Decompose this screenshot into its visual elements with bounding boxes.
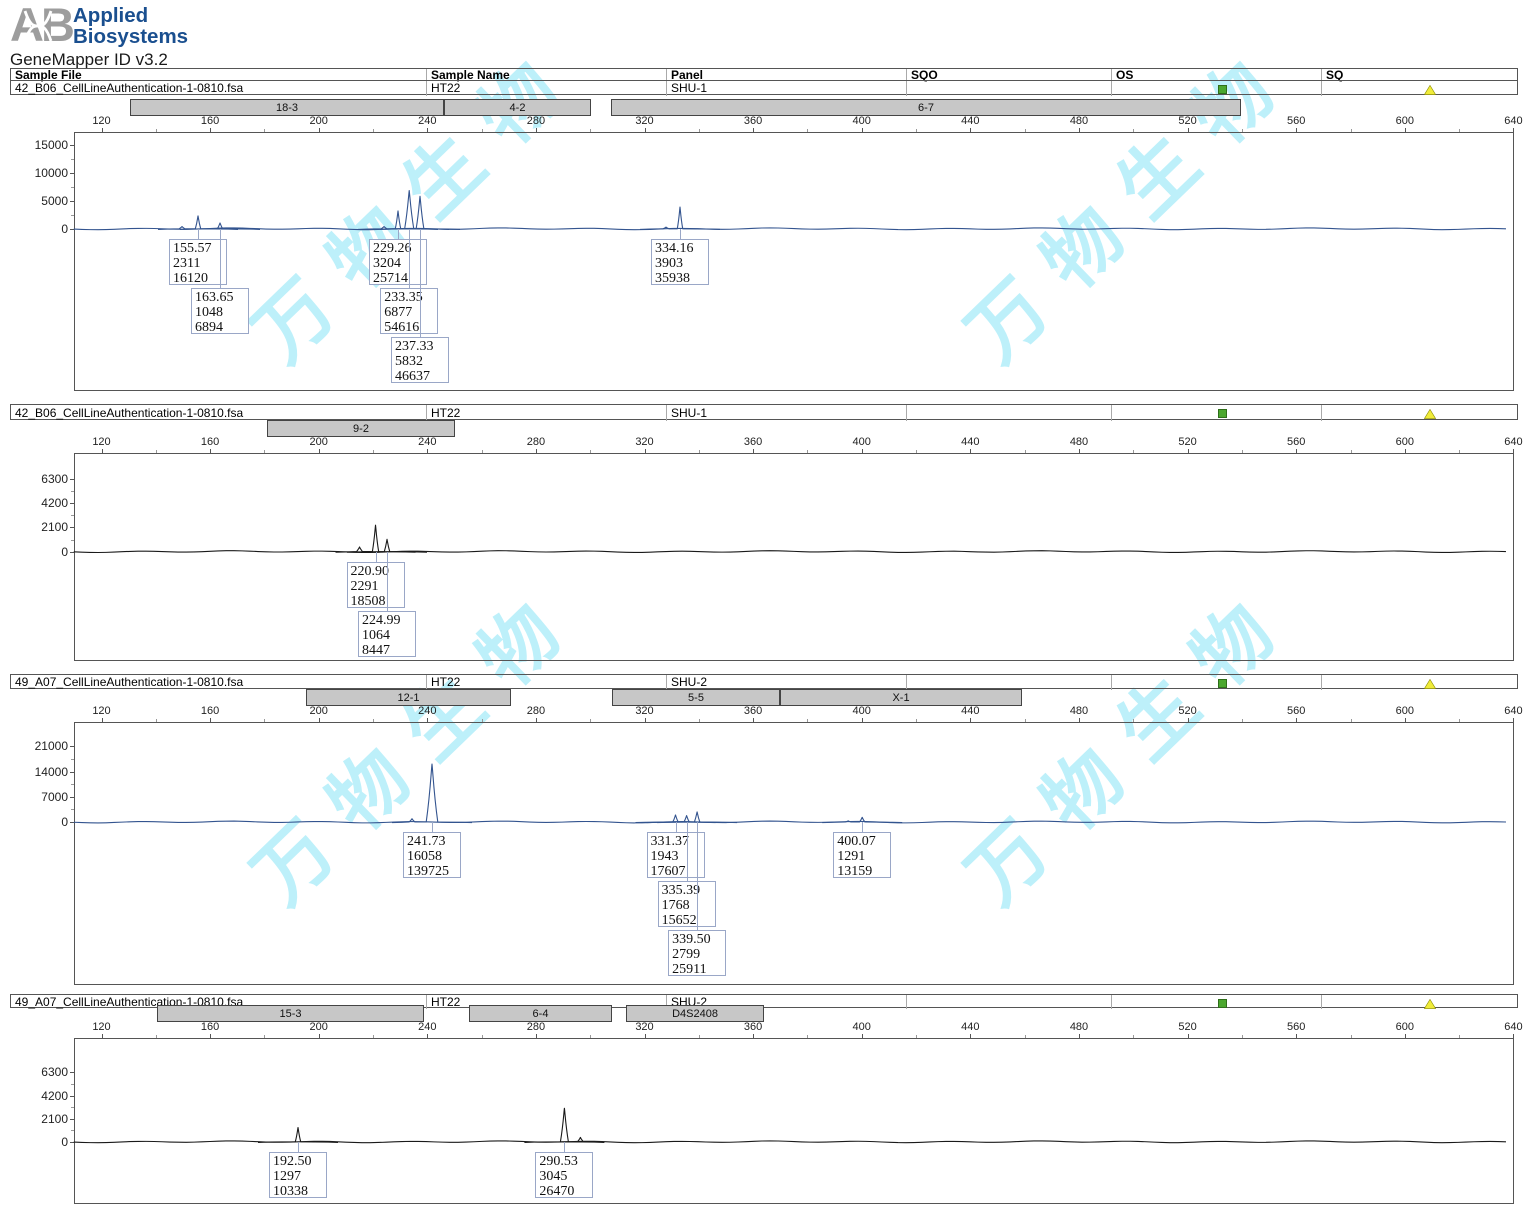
svg-text:Biosystems: Biosystems <box>73 25 188 48</box>
svg-text:Applied: Applied <box>73 4 148 27</box>
